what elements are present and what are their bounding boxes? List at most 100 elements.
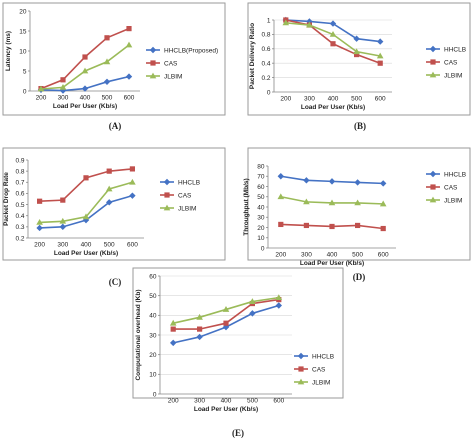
- data-point: [81, 67, 89, 74]
- x-tick-label: 400: [328, 96, 339, 103]
- series-jlbim: [282, 19, 384, 59]
- data-point: [60, 77, 66, 83]
- legend: HHCLB CAS JLBIM: [426, 45, 466, 79]
- chart-panel-e: 0 10 20 30 40 50 60 200 300 400 500 600 Load Per Use…: [132, 267, 344, 438]
- legend-marker: [163, 204, 171, 211]
- y-tick-label: 1: [267, 17, 271, 24]
- data-point: [59, 217, 67, 224]
- series-hhclb: [170, 302, 282, 347]
- data-point: [37, 198, 43, 204]
- panel-caption: (B): [354, 121, 366, 131]
- legend-label: HHCLB: [178, 179, 200, 186]
- legend-label: HHCLB(Proposed): [164, 47, 218, 54]
- data-point: [83, 175, 89, 181]
- y-tick-label: 0.2: [261, 75, 270, 82]
- data-point: [59, 223, 66, 231]
- y-axis-label: Latency (ms): [5, 31, 12, 71]
- legend: HHCLB CAS JLBIM: [294, 352, 334, 386]
- legend-label: HHCLB: [444, 46, 466, 53]
- y-tick-label: 40: [149, 313, 157, 320]
- x-axis-label: Load Per User (Kb/s): [300, 260, 364, 267]
- legend-label: CAS: [444, 184, 458, 191]
- x-tick-label: 600: [273, 398, 284, 405]
- legend-label: JLBIM: [178, 205, 196, 212]
- y-tick-label: 5: [23, 68, 27, 75]
- y-tick-label: 30: [149, 332, 157, 339]
- panel-caption: (A): [109, 121, 122, 131]
- series-jlbim: [277, 193, 387, 207]
- data-point: [355, 222, 361, 229]
- legend-label: CAS: [312, 366, 326, 373]
- legend-label: JLBIM: [444, 197, 462, 204]
- y-tick-label: 0: [267, 89, 271, 96]
- legend-label: HHCLB: [444, 171, 466, 178]
- y-tick-label: 20: [257, 225, 265, 232]
- data-point: [379, 200, 387, 207]
- data-point: [59, 84, 67, 90]
- y-tick-label: 70: [257, 174, 265, 181]
- y-tick-label: 0.4: [261, 61, 270, 68]
- x-tick-label: 400: [81, 242, 92, 249]
- data-point: [82, 213, 90, 220]
- legend-marker: [150, 60, 156, 66]
- data-point: [282, 19, 290, 26]
- data-point: [306, 21, 313, 28]
- data-point: [104, 35, 110, 41]
- x-tick-label: 400: [80, 95, 91, 102]
- y-tick-label: 50: [149, 293, 157, 300]
- data-point: [277, 173, 284, 180]
- data-point: [354, 199, 361, 206]
- legend: HHCLB(Proposed) CAS JLBIM: [146, 46, 218, 80]
- data-point: [329, 31, 337, 37]
- legend-label: JLBIM: [444, 72, 462, 79]
- x-axis-label: Load Per User (Kb/s): [53, 103, 117, 110]
- chart-panel-a: 0 5 10 15 20 200 300 400 500 600 Load Per User (Kb…: [2, 2, 226, 131]
- x-tick-label: 600: [124, 95, 135, 102]
- data-point: [223, 320, 229, 326]
- y-axis-label: Packet Drop Rate: [3, 172, 10, 226]
- chart-panel-c: 0.2 0.3 0.4 0.5 0.6 0.7 0.8 0.9 200 300 400 500 600 L…: [2, 147, 226, 287]
- legend-marker: [429, 45, 437, 53]
- x-tick-label: 600: [378, 252, 389, 259]
- data-point: [354, 179, 361, 186]
- y-tick-label: 0.6: [15, 191, 24, 198]
- chart-frame: [2, 2, 226, 116]
- y-tick-label: 0.6: [261, 46, 270, 53]
- y-tick-label: 0.8: [15, 168, 24, 175]
- x-tick-label: 300: [304, 96, 315, 103]
- panel-caption: (E): [232, 428, 244, 438]
- y-tick-label: 0.4: [15, 213, 24, 220]
- legend-marker: [297, 352, 305, 360]
- y-tick-label: 60: [257, 184, 265, 191]
- legend-marker: [298, 366, 304, 372]
- legend-marker: [429, 196, 437, 203]
- series-jlbim: [36, 178, 136, 225]
- data-point: [278, 221, 284, 228]
- x-tick-label: 500: [247, 398, 258, 405]
- legend: HHCLB CAS JLBIM: [160, 178, 200, 212]
- data-point: [37, 85, 45, 92]
- x-tick-label: 600: [127, 242, 138, 249]
- legend-marker: [149, 72, 157, 79]
- legend-label: CAS: [444, 59, 458, 66]
- y-tick-label: 0.2: [15, 235, 24, 242]
- data-point: [125, 41, 133, 48]
- legend-marker: [149, 46, 157, 54]
- legend-label: JLBIM: [312, 379, 330, 386]
- legend-marker: [163, 178, 171, 186]
- x-tick-label: 400: [327, 252, 338, 259]
- data-point: [328, 178, 336, 185]
- panel-caption: (D): [353, 272, 366, 282]
- y-tick-label: 30: [257, 215, 265, 222]
- data-point: [354, 51, 360, 58]
- data-point: [222, 323, 230, 331]
- y-axis-label: Computational overhead (Kb): [135, 289, 142, 380]
- data-point: [129, 166, 135, 172]
- data-point: [126, 26, 132, 32]
- data-point: [329, 223, 335, 230]
- series-cas: [37, 166, 135, 204]
- legend-marker: [430, 59, 436, 65]
- y-axis-label: Packet Delivery Ratio: [249, 23, 256, 89]
- data-point: [106, 168, 112, 174]
